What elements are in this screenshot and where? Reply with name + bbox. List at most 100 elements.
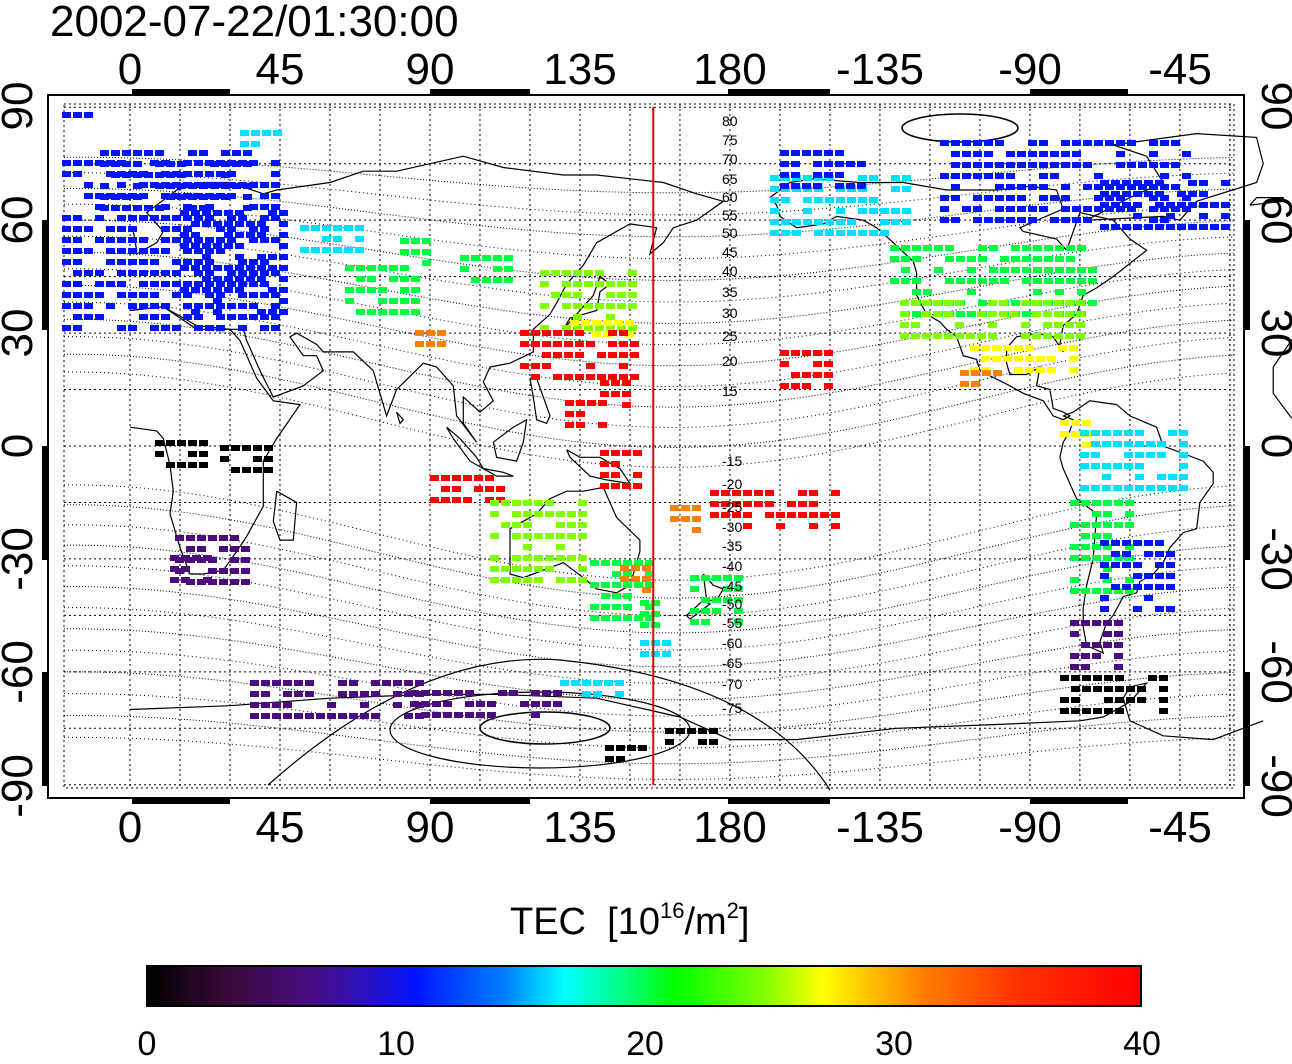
tec-cell [597,374,606,380]
tec-cell [454,712,463,718]
tec-cell [106,248,115,254]
tec-cell [1182,151,1191,157]
tec-cell [250,680,259,686]
tec-cell [710,501,719,507]
tec-cell [820,512,829,518]
tec-cell [576,422,585,428]
tec-cell [1033,267,1042,273]
tec-cell [210,194,219,200]
tec-cell [598,422,607,428]
lat-tick-label-left: 30 [0,309,42,358]
tec-cell [426,341,435,347]
tec-cell [183,182,192,188]
tec-cell [175,535,184,541]
tec-cell [542,341,551,347]
tec-cell [227,193,236,199]
tec-cell [415,330,424,336]
tec-cell [1122,202,1131,208]
frame-tick-bar [42,672,48,786]
tec-cell [869,175,878,181]
tec-cell [970,345,979,351]
tec-cell [573,314,582,320]
tec-cell [188,194,197,200]
tec-cell [150,182,159,188]
contour-label: -35 [722,538,742,554]
tec-cell [573,270,582,276]
tec-cell [540,325,549,331]
tec-cell [578,522,587,528]
tec-cell [1033,278,1042,284]
tec-cell [553,352,562,358]
tec-cell [933,311,942,317]
tec-cell [681,516,690,522]
tec-cell [1116,162,1125,168]
tec-cell [578,533,587,539]
tec-cell [623,593,632,599]
tec-cell [1160,173,1169,179]
tec-cell [421,690,430,696]
tec-cell [1199,202,1208,208]
tec-cell [117,248,126,254]
tec-cell [698,728,707,734]
tec-cell [271,204,280,210]
tec-cell [170,577,179,583]
tec-cell [967,256,976,262]
tec-cell [995,206,1004,212]
tec-cell [951,217,960,223]
tec-cell [1076,300,1085,306]
tec-cell [880,230,889,236]
tec-cell [603,320,612,326]
tec-cell [249,281,258,287]
tec-cell [251,141,260,147]
tec-cell [1179,452,1188,458]
tec-cell [482,277,491,283]
tec-cell [802,183,811,189]
contour-label: -50 [722,596,742,612]
tec-cell [1159,686,1168,692]
tec-cell [891,208,900,214]
tec-cell [476,701,485,707]
tec-cell [676,728,685,734]
tec-cell [1022,256,1031,262]
tec-cell [951,184,960,190]
tec-cell [322,236,331,242]
tec-cell [1114,620,1123,626]
colorbar-unit-mid: /m [684,901,727,943]
tec-cell [192,555,201,561]
tec-cell [781,197,790,203]
colorbar-tick: 0 [137,1025,157,1063]
tec-cell [100,161,109,167]
tec-cell [186,557,195,563]
tec-cell [349,713,358,719]
tec-cell [1028,140,1037,146]
tec-cell [1144,180,1153,186]
tec-cell [194,248,203,254]
tec-cell [1083,206,1092,212]
tec-cell [1061,217,1070,223]
tec-cell [982,370,991,376]
tec-cell [1003,345,1012,351]
tec-cell [260,270,269,276]
tec-cell [1179,441,1188,447]
contour-label: -45 [722,578,742,594]
tec-cell [279,221,288,227]
tec-cell [294,691,303,697]
tec-cell [1103,511,1112,517]
tec-cell [710,512,719,518]
tec-cell [642,565,651,571]
tec-cell [630,352,639,358]
tec-cell [955,333,964,339]
tec-cell [570,320,579,326]
tec-cell [139,182,148,188]
tec-cell [235,276,244,282]
tec-cell [576,411,585,417]
tec-cell [617,281,626,287]
tec-cell [205,292,214,298]
tec-cell [1138,162,1147,168]
tec-cell [512,566,521,572]
tec-cell [542,701,551,707]
tec-cell [1199,180,1208,186]
tec-cell [1028,206,1037,212]
tec-cell [595,270,604,276]
tec-cell [628,292,637,298]
